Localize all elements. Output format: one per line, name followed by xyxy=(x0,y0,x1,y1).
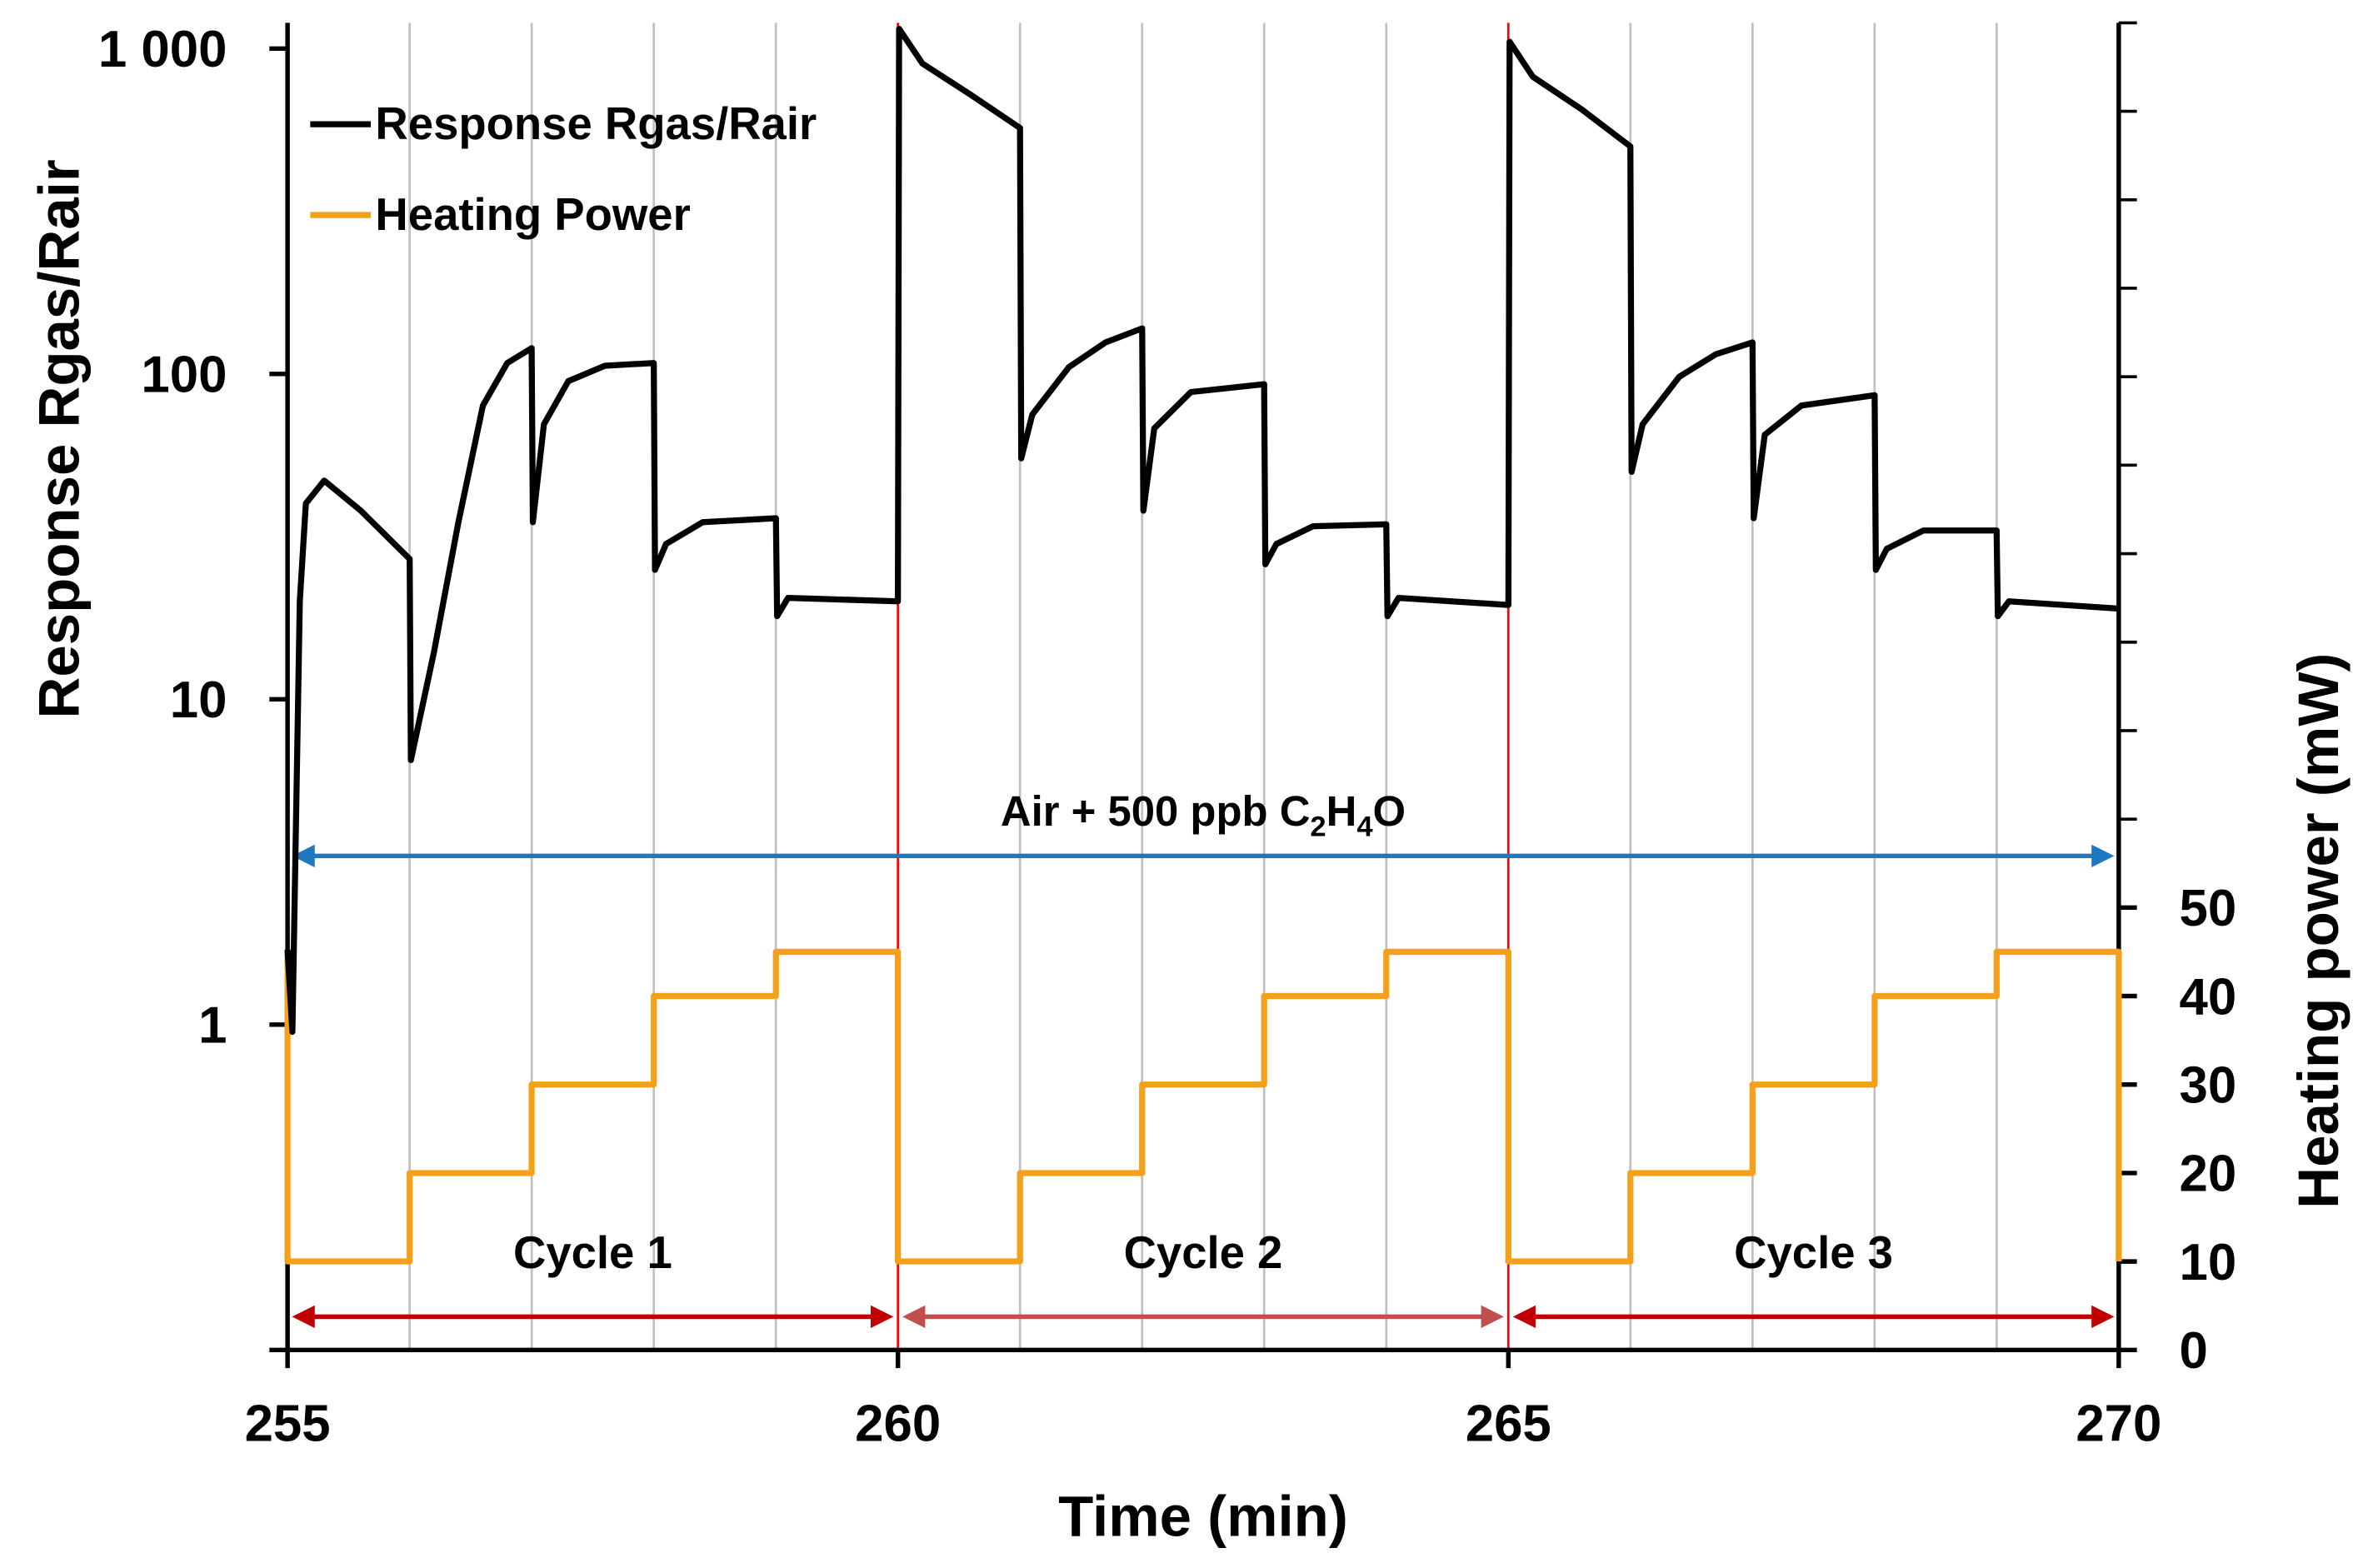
y-tick-label: 1 xyxy=(198,997,227,1055)
y2-tick-label: 30 xyxy=(2180,1057,2237,1115)
series-line xyxy=(284,948,2122,1265)
y-tick-label: 1 000 xyxy=(98,21,227,78)
y2-axis-label: Heating power (mW) xyxy=(2286,653,2351,1209)
cycle-label: Cycle 2 xyxy=(1124,1227,1283,1278)
subscript: 2 xyxy=(1310,811,1326,843)
legend-label: Response Rgas/Rair xyxy=(375,98,817,149)
subscript: 4 xyxy=(1356,811,1372,843)
x-axis-label: Time (min) xyxy=(1058,1485,1348,1549)
legend-label: Heating Power xyxy=(375,189,690,240)
gas-text: Air + 500 ppb C xyxy=(1001,787,1311,835)
x-tick-label: 265 xyxy=(1466,1395,1551,1452)
cycle-label: Cycle 3 xyxy=(1734,1227,1893,1278)
x-tick-label: 260 xyxy=(855,1395,941,1452)
x-tick-label: 270 xyxy=(2076,1395,2161,1452)
y2-tick-label: 0 xyxy=(2180,1322,2208,1380)
gas-text: O xyxy=(1373,787,1406,835)
y-axis-label: Response Rgas/Rair xyxy=(27,159,91,718)
gas-label: Air + 500 ppb C2H4O xyxy=(1001,787,1406,843)
x-tick-label: 255 xyxy=(245,1395,331,1452)
gas-text: H xyxy=(1326,787,1357,835)
y2-tick-label: 20 xyxy=(2180,1146,2237,1203)
y2-tick-label: 10 xyxy=(2180,1234,2237,1291)
y-tick-label: 10 xyxy=(170,672,227,729)
y2-tick-label: 50 xyxy=(2180,880,2237,937)
series-line xyxy=(284,26,2120,1036)
y2-tick-label: 40 xyxy=(2180,968,2237,1026)
cycle-label: Cycle 1 xyxy=(513,1227,672,1278)
y-tick-label: 100 xyxy=(141,347,227,404)
